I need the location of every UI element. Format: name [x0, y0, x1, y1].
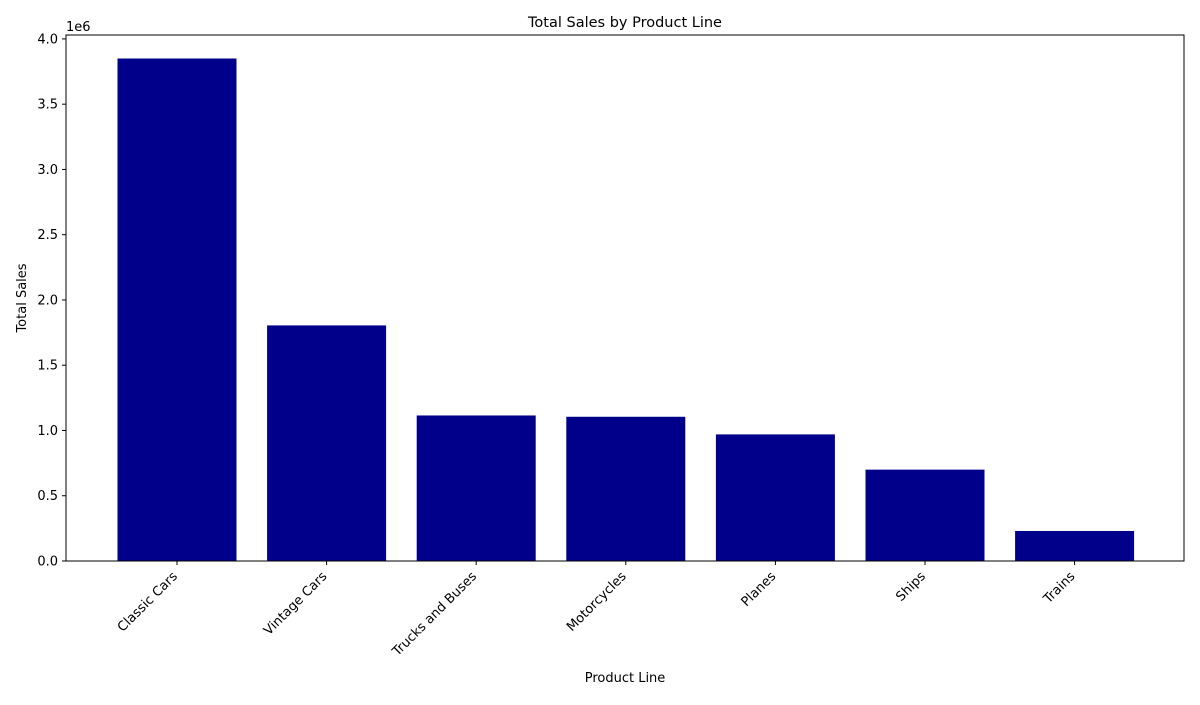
x-tick-label: Trains — [1040, 569, 1078, 607]
x-tick-label: Vintage Cars — [261, 569, 331, 639]
bar-planes — [715, 434, 835, 561]
y-axis-offset-label: 1e6 — [66, 20, 91, 35]
y-axis-ticks: 0.0 0.5 1.0 1.5 2.0 2.5 3.0 3.5 4.0 — [37, 32, 66, 570]
bar-classic-cars — [117, 58, 237, 561]
x-axis-label: Product Line — [585, 671, 666, 686]
y-tick-label: 2.5 — [37, 228, 58, 243]
x-tick-label: Trucks and Buses — [389, 569, 480, 660]
bars-group — [117, 58, 1135, 561]
y-tick-label: 1.5 — [37, 359, 58, 374]
y-tick-label: 0.0 — [37, 555, 58, 570]
y-tick-label: 1.0 — [37, 424, 58, 439]
x-tick-label: Ships — [893, 569, 929, 605]
y-tick-label: 3.5 — [37, 98, 58, 113]
x-axis-ticks: Classic Cars Vintage Cars Trucks and Buses… — [115, 561, 1079, 660]
y-tick-label: 0.5 — [37, 489, 58, 504]
y-tick-label: 4.0 — [37, 32, 58, 47]
x-tick-label: Motorcycles — [564, 569, 630, 635]
bar-trains — [1015, 530, 1135, 561]
plot-frame — [65, 34, 1185, 562]
y-axis-label: Total Sales — [15, 263, 30, 333]
bar-motorcycles — [566, 416, 686, 561]
x-tick-label: Classic Cars — [115, 569, 181, 635]
y-tick-label: 2.0 — [37, 293, 58, 308]
chart-title: Total Sales by Product Line — [527, 15, 722, 31]
y-tick-label: 3.0 — [37, 163, 58, 178]
bar-vintage-cars — [267, 325, 387, 561]
x-tick-label: Planes — [739, 569, 780, 610]
bar-ships — [865, 469, 985, 561]
bar-trucks-and-buses — [416, 415, 536, 561]
